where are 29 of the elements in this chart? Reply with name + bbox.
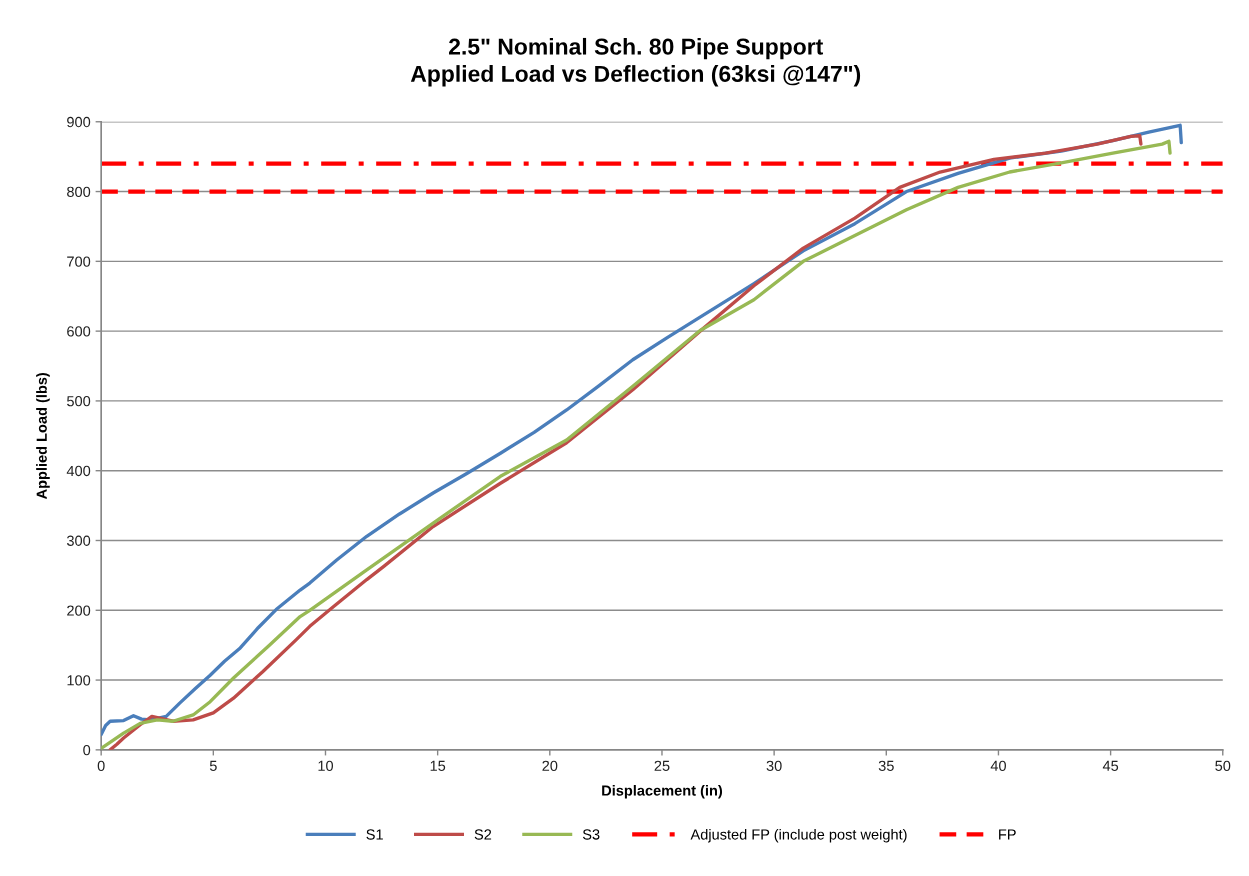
x-tick-label: 30 bbox=[766, 760, 782, 771]
y-tick-label: 700 bbox=[67, 256, 91, 267]
y-tick-label: 300 bbox=[66, 535, 91, 546]
y-tick-label: 600 bbox=[67, 326, 91, 337]
y-tick-label: 400 bbox=[66, 465, 91, 477]
x-tick-label: 25 bbox=[654, 760, 670, 771]
x-tick-label: 20 bbox=[542, 760, 558, 771]
x-tick-label: 10 bbox=[318, 760, 334, 771]
x-tick-label: 0 bbox=[97, 760, 105, 771]
chart-title: 2.5" Nominal Sch. 80 Pipe Support Applied Load vs Deflection (63ksi @147") bbox=[410, 37, 861, 87]
y-tick-label: 500 bbox=[67, 396, 91, 407]
x-tick-label: 40 bbox=[990, 760, 1006, 771]
x-tick-label: 50 bbox=[1215, 760, 1231, 771]
y-tick-label: 800 bbox=[67, 186, 91, 197]
y-tick-label: 0 bbox=[83, 744, 91, 756]
legend-label: FP bbox=[999, 829, 1016, 840]
y-tick-label: 200 bbox=[67, 605, 91, 616]
x-axis-title: Displacement (in) bbox=[602, 784, 723, 799]
x-tick-label: 45 bbox=[1102, 760, 1119, 771]
y-tick-label: 900 bbox=[67, 116, 91, 128]
x-tick-label: 15 bbox=[430, 760, 446, 771]
x-tick-label: 35 bbox=[878, 760, 894, 771]
y-axis-title: Applied Load (lbs) bbox=[36, 372, 50, 500]
legend-label: S1 bbox=[366, 829, 383, 840]
x-tick-label: 5 bbox=[209, 760, 217, 771]
legend-label: S2 bbox=[474, 829, 492, 840]
legend-label: S3 bbox=[582, 829, 600, 840]
y-tick-label: 100 bbox=[67, 675, 91, 686]
legend-label: Adjusted FP (include post weight) bbox=[690, 828, 907, 843]
